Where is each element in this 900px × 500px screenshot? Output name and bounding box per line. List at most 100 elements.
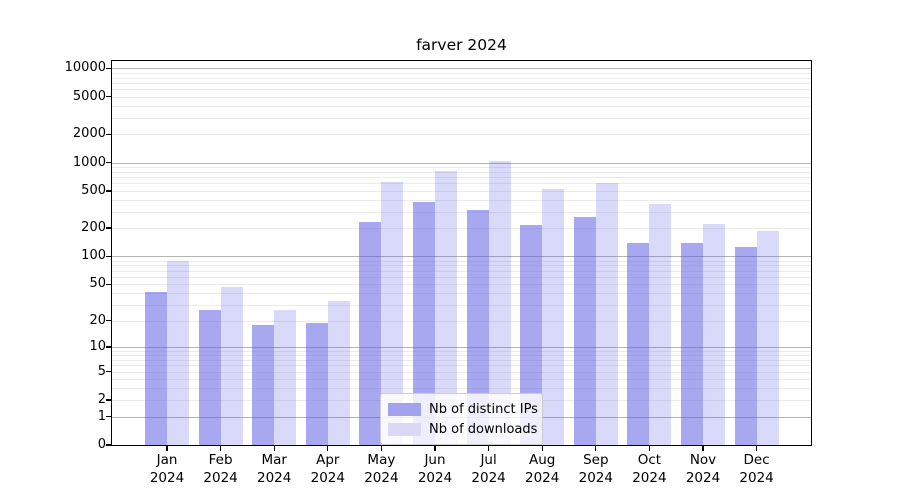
x-tick-label-jun: Jun 2024 [403,452,467,487]
gridline-minor [112,355,811,357]
bar-downloads-feb [220,286,243,445]
legend-label-distinct-ips: Nb of distinct IPs [429,401,538,417]
y-tick-label-1: 1 [97,408,106,424]
y-tick-mark [106,371,111,373]
y-tick-mark [106,96,111,98]
y-tick-label-100: 100 [81,248,106,264]
bar-distinct-ips-aug [520,224,543,445]
bar-downloads-mar [274,310,297,445]
x-tick-year: 2024 [471,469,506,486]
y-tick-label-2000: 2000 [72,126,106,142]
x-tick-month: Aug [529,452,556,468]
x-tick-month: Jun [424,452,446,468]
gridline-minor [112,166,811,168]
x-tick-month: Apr [316,452,340,468]
x-tick-year: 2024 [685,469,721,486]
gridline-minor [112,320,811,322]
gridline-minor [112,260,811,262]
gridline-minor [112,228,811,230]
y-tick-mark [106,319,111,322]
y-tick-label-10000: 10000 [64,60,106,76]
x-tick-label-feb: Feb 2024 [189,452,253,487]
y-tick-label-10: 10 [89,338,106,354]
x-tick-mark [434,446,436,451]
bar-distinct-ips-feb [198,310,221,445]
y-tick-mark [106,67,111,70]
gridline-minor [112,371,811,373]
gridline-minor [112,117,811,119]
gridline-minor [112,89,811,91]
gridline-minor [112,304,811,306]
bar-distinct-ips-nov [681,242,703,445]
x-tick-month: Nov [689,452,717,468]
x-tick-mark [166,446,168,451]
x-tick-label-aug: Aug 2024 [510,452,574,487]
x-tick-year: 2024 [578,469,613,486]
bar-distinct-ips-dec [734,247,757,445]
legend-item-distinct-ips: Nb of distinct IPs [388,399,538,419]
gridline-minor [112,359,811,361]
bar-downloads-may [381,182,404,445]
gridline-minor [112,388,811,390]
bar-downloads-jun [435,170,457,445]
bar-distinct-ips-oct [627,242,650,445]
gridline-minor [112,365,811,367]
x-tick-year: 2024 [310,469,345,486]
x-tick-mark [380,446,383,451]
x-tick-label-sep: Sep 2024 [564,452,628,487]
y-tick-label-500: 500 [81,182,106,198]
gridline-major [112,256,811,258]
gridline-minor [112,293,811,295]
x-tick-year: 2024 [364,469,399,486]
x-tick-mark [755,446,758,451]
x-tick-label-mar: Mar 2024 [242,452,306,487]
x-tick-month: May [367,452,396,468]
y-tick-mark [106,227,111,229]
gridline-minor [112,77,811,79]
x-tick-mark [219,446,222,451]
x-tick-year: 2024 [739,469,774,486]
y-tick-label-50: 50 [89,276,106,292]
x-tick-label-oct: Oct 2024 [617,452,681,487]
gridline-minor [112,177,811,179]
bar-downloads-apr [327,300,350,445]
bar-downloads-aug [542,188,565,445]
x-tick-month: Dec [743,452,770,468]
chart-title: farver 2024 [416,36,507,54]
x-tick-mark [541,446,543,451]
x-tick-year: 2024 [149,469,185,486]
gridline-minor [112,211,811,213]
y-tick-label-5: 5 [97,363,106,379]
y-tick-mark [106,399,111,401]
gridline-minor [112,199,811,201]
bar-downloads-sep [595,183,618,445]
gridline-minor [112,265,811,267]
bar-distinct-ips-may [359,222,382,445]
y-tick-label-0: 0 [97,437,106,452]
x-tick-month: Mar [261,452,287,468]
gridline-major [112,68,811,70]
x-tick-mark [273,446,275,451]
gridline-minor [112,270,811,272]
gridline-minor [112,190,811,192]
x-tick-mark [327,446,329,451]
bar-downloads-jul [488,161,511,445]
y-tick-mark [106,415,111,418]
bar-downloads-nov [703,224,725,445]
y-tick-label-5000: 5000 [72,88,106,104]
gridline-minor [112,83,811,85]
legend-swatch-downloads [388,422,421,436]
gridline-minor [112,350,811,352]
gridline-minor [112,284,811,286]
y-tick-mark [106,444,111,446]
x-tick-month: Oct [637,452,662,468]
x-tick-month: Jan [156,452,178,468]
x-tick-year: 2024 [632,469,667,486]
y-tick-mark [106,255,111,257]
bar-distinct-ips-mar [252,324,275,445]
y-tick-label-1000: 1000 [72,154,106,170]
y-tick-label-20: 20 [89,312,106,328]
gridline-major [112,346,811,348]
legend-item-downloads: Nb of downloads [388,419,537,439]
